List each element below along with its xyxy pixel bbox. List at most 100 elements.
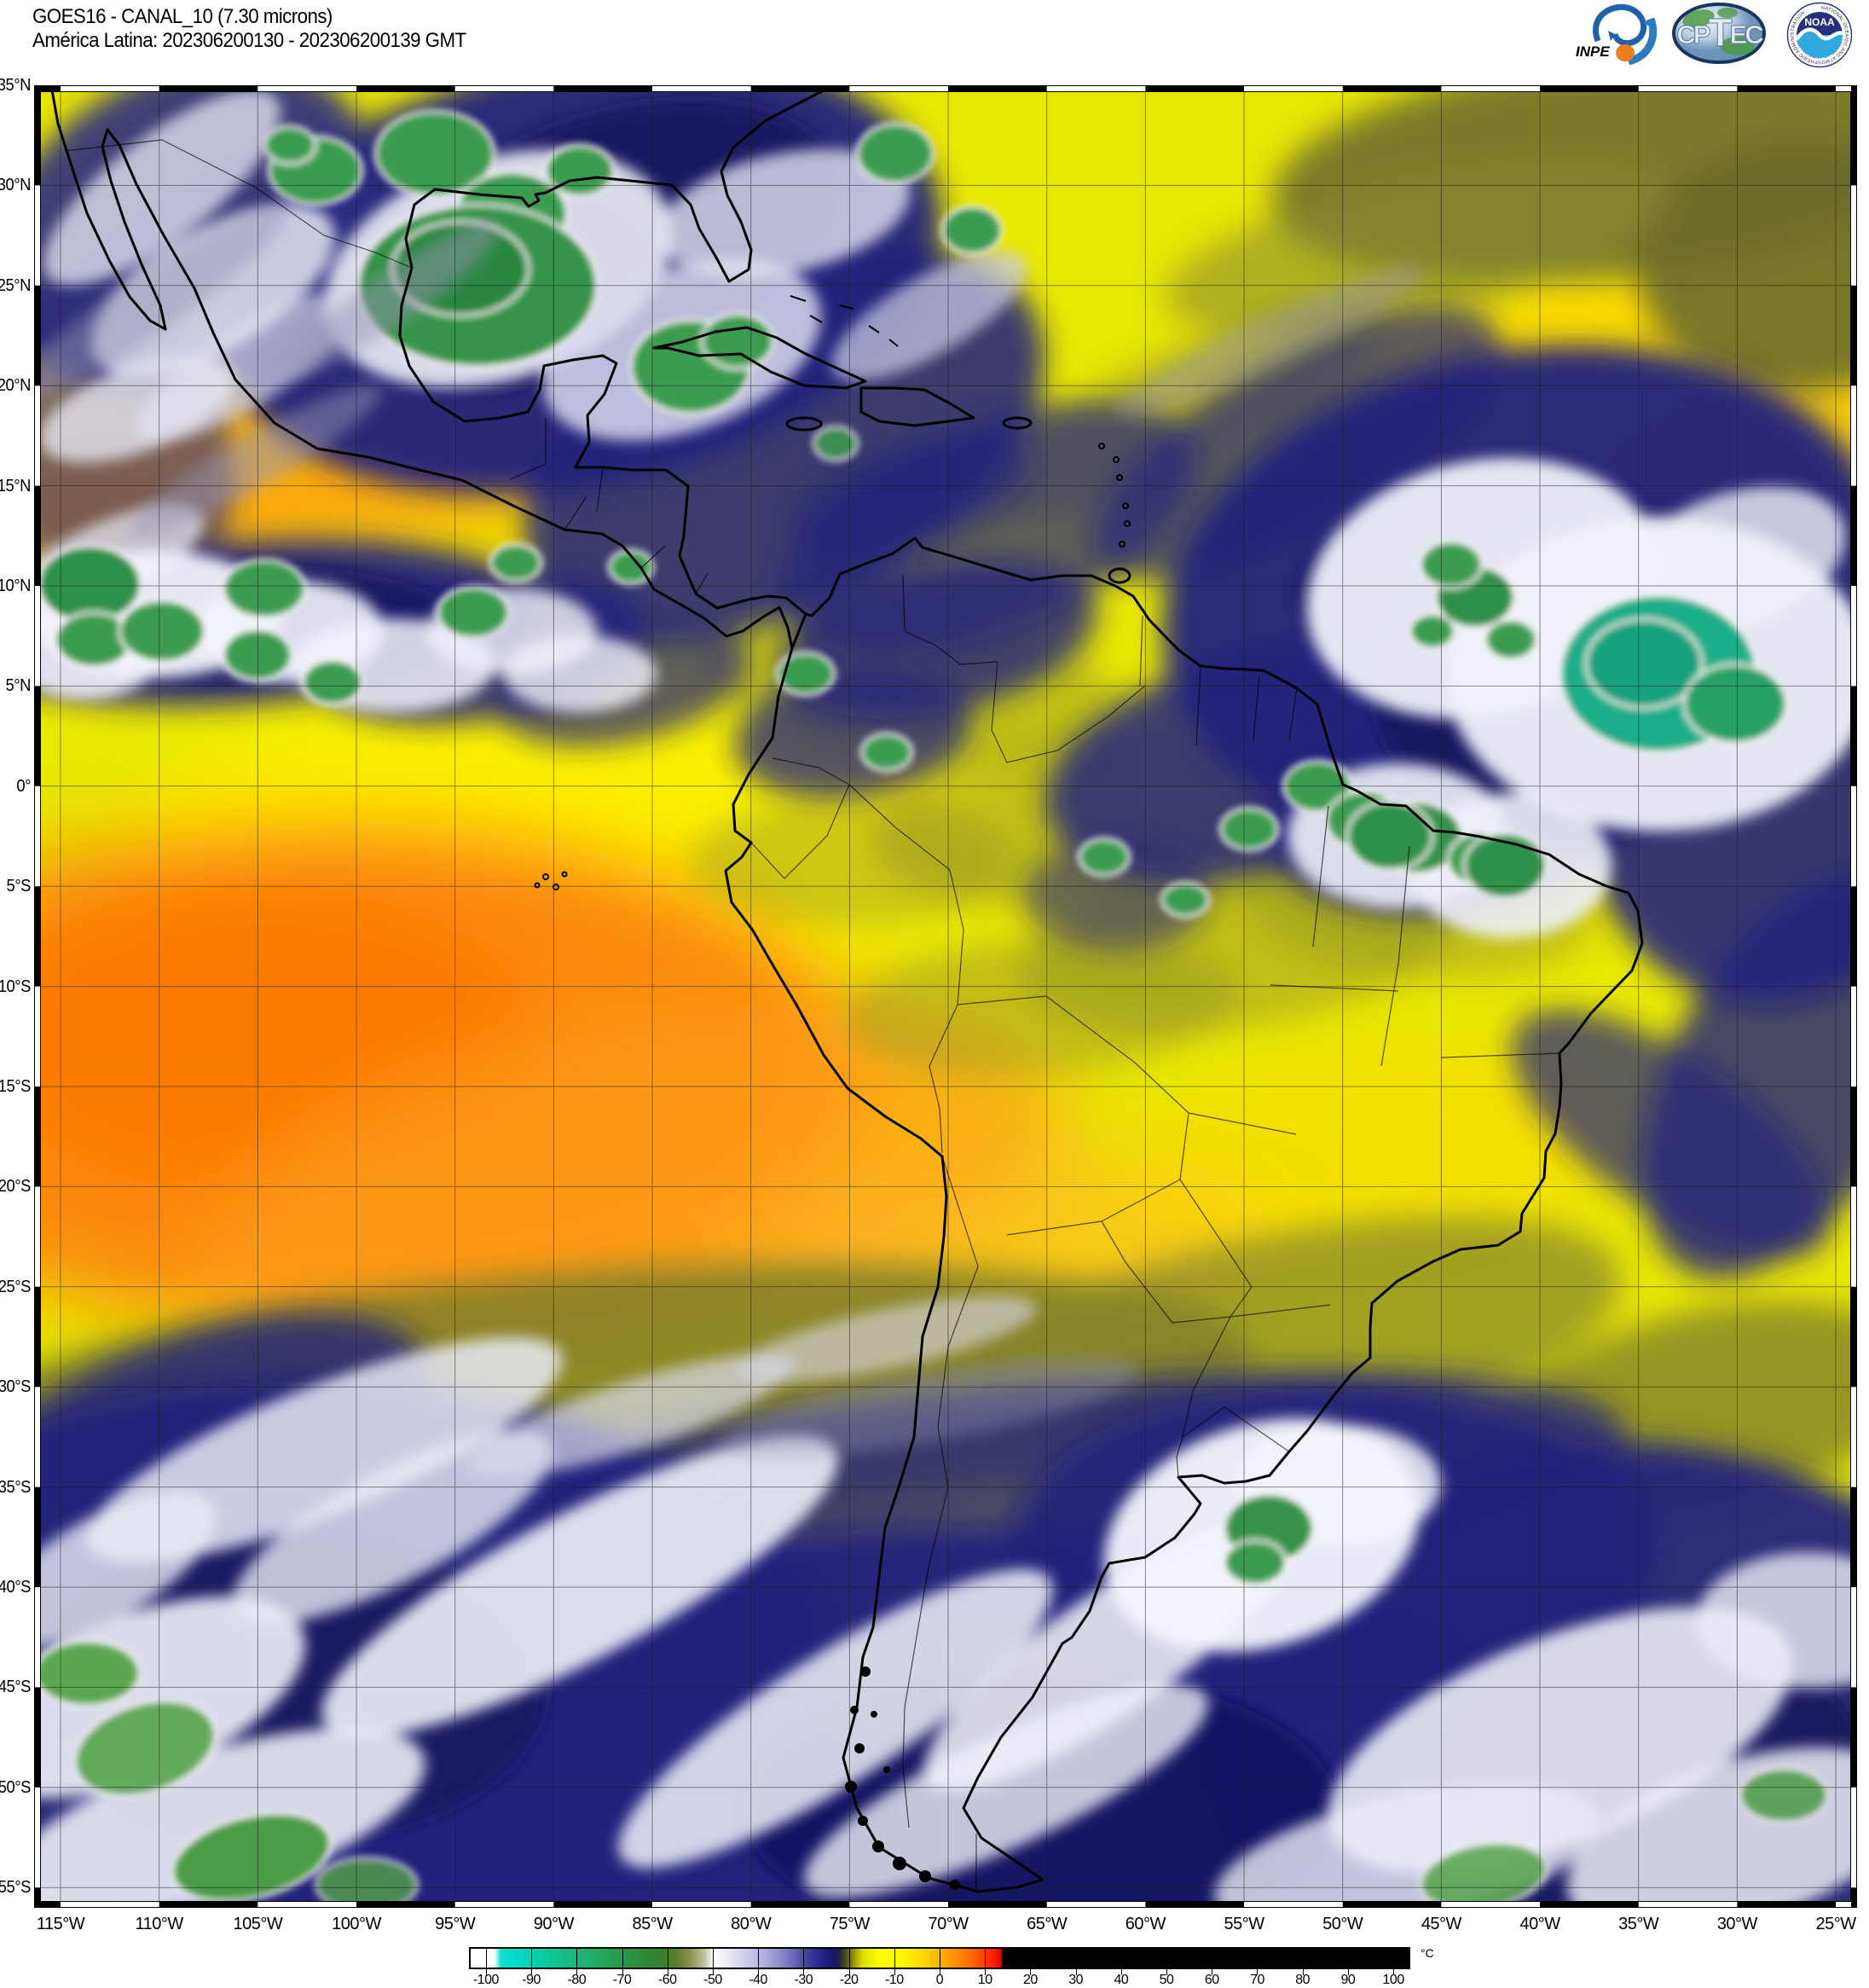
colorbar-tick-label: 70 xyxy=(1250,1973,1264,1987)
inpe-dot-icon xyxy=(1616,44,1635,61)
colorbar-tick xyxy=(758,1947,760,1975)
header: GOES16 - CANAL_10 (7.30 microns) América… xyxy=(32,5,499,53)
lon-label: 25°W xyxy=(1815,1915,1856,1933)
colorbar-tick-label: -100 xyxy=(472,1973,500,1987)
satellite-map xyxy=(34,85,1857,1908)
colorbar-tick xyxy=(1393,1947,1395,1975)
colorbar-tick xyxy=(803,1947,805,1975)
lat-label: 15°S xyxy=(0,1077,31,1096)
cptec-land2-icon xyxy=(1721,37,1755,55)
colorbar-tick-label: 50 xyxy=(1159,1973,1174,1987)
lat-label: 25°N xyxy=(0,275,31,295)
inpe-arrowhead-icon xyxy=(1608,31,1615,41)
coastlines xyxy=(49,85,1644,1893)
colorbar-tick xyxy=(576,1947,578,1975)
colorbar-tick-label: -60 xyxy=(657,1973,677,1987)
lon-label: 105°W xyxy=(233,1915,283,1933)
cptec-land3-icon xyxy=(1717,8,1738,18)
lon-label: 70°W xyxy=(928,1915,969,1933)
colorbar-tick xyxy=(1302,1947,1304,1975)
colorbar-tick-label: -70 xyxy=(612,1973,632,1987)
lat-label: 5°S xyxy=(6,877,32,896)
cptec-logo: CPTEC xyxy=(1672,3,1767,64)
colorbar-tick xyxy=(1257,1947,1259,1975)
inpe-logo: INPE xyxy=(1576,3,1658,65)
lat-label: 10°S xyxy=(0,977,31,996)
lon-label: 110°W xyxy=(135,1915,184,1933)
lon-label: 85°W xyxy=(632,1915,673,1933)
colorbar-tick xyxy=(1347,1947,1349,1975)
map-frame xyxy=(34,85,1857,1908)
colorbar-tick-label: -30 xyxy=(794,1973,813,1987)
lon-label: 90°W xyxy=(533,1915,575,1933)
colorbar-tick-label: -20 xyxy=(839,1973,859,1987)
lon-label: 115°W xyxy=(36,1915,85,1933)
lat-label: 30°N xyxy=(0,176,31,195)
colorbar-tick-label: 100 xyxy=(1382,1973,1405,1987)
lat-label: 45°S xyxy=(0,1678,31,1697)
colorbar-tick-label: -80 xyxy=(567,1973,587,1987)
colorbar-tick-label: 40 xyxy=(1114,1973,1129,1987)
colorbar-tick-label: 0 xyxy=(935,1973,944,1987)
inpe-swoosh2-icon xyxy=(1627,17,1658,65)
island-specks xyxy=(534,295,1131,890)
colorbar-tick xyxy=(985,1947,987,1975)
noaa-logo: NATIONAL OCEANIC AND ATMOSPHERIC ADMINIS… xyxy=(1785,2,1853,68)
colorbar-tick xyxy=(531,1947,533,1975)
lon-label: 75°W xyxy=(829,1915,871,1933)
cptec-land-icon xyxy=(1682,9,1715,28)
lat-label: 5°N xyxy=(5,676,31,696)
lat-label: 55°S xyxy=(0,1878,31,1898)
colorbar-tick-label: -90 xyxy=(522,1973,541,1987)
colorbar-tick-label: 20 xyxy=(1023,1973,1038,1987)
colorbar-tick xyxy=(894,1947,895,1975)
lon-label: 35°W xyxy=(1618,1915,1659,1933)
lat-label: 35°S xyxy=(0,1477,31,1497)
lat-label: 20°N xyxy=(0,376,31,396)
colorbar-tick xyxy=(1120,1947,1122,1975)
country-borders xyxy=(64,139,1560,1892)
page-subtitle: América Latina: 202306200130 - 202306200… xyxy=(32,29,466,52)
colorbar-tick-label: 90 xyxy=(1340,1973,1356,1987)
lat-label: 25°S xyxy=(0,1277,31,1296)
colorbar-tick-label: -50 xyxy=(703,1973,722,1987)
lon-label: 80°W xyxy=(731,1915,772,1933)
water-vapor-image xyxy=(34,85,1857,1908)
cptec-logo-text: CPTEC xyxy=(1676,10,1763,55)
colorbar-tick xyxy=(712,1947,714,1975)
graticule xyxy=(41,92,1850,1901)
colorbar-tick xyxy=(485,1947,487,1975)
noaa-seagull-icon xyxy=(1797,27,1843,42)
inpe-logo-text: INPE xyxy=(1576,43,1610,60)
lat-label: 0° xyxy=(16,776,31,796)
colorbar-tick xyxy=(1030,1947,1032,1975)
lat-label: 20°S xyxy=(0,1177,31,1197)
lon-label: 95°W xyxy=(435,1915,476,1933)
logo-strip: INPE CPTEC NATIONAL OCEANIC AND ATMOSPHE… xyxy=(1572,2,1866,68)
lat-label: 10°N xyxy=(0,577,31,595)
colorbar-tick-label: -10 xyxy=(884,1973,904,1987)
page-title: GOES16 - CANAL_10 (7.30 microns) xyxy=(32,5,333,28)
colorbar-tick xyxy=(1075,1947,1077,1975)
lat-label: 40°S xyxy=(0,1578,31,1597)
colorbar-unit: °C xyxy=(1421,1946,1434,1960)
colorbar-tick-label: 30 xyxy=(1068,1973,1084,1987)
fjord-texture xyxy=(845,1666,960,1890)
lon-label: 50°W xyxy=(1322,1915,1363,1933)
lon-label: 40°W xyxy=(1519,1915,1560,1933)
colorbar-tick-label: -40 xyxy=(749,1973,767,1987)
colorbar-tick-label: 10 xyxy=(977,1973,992,1987)
inpe-arrowhead2-icon xyxy=(1643,19,1653,29)
lat-label: 50°S xyxy=(0,1777,31,1797)
colorbar-tick xyxy=(1166,1947,1168,1975)
lon-label: 60°W xyxy=(1125,1915,1166,1933)
lat-label: 15°N xyxy=(0,476,31,496)
colorbar-tick xyxy=(848,1947,850,1975)
lon-label: 65°W xyxy=(1027,1915,1068,1933)
lat-label: 35°N xyxy=(0,76,31,95)
lat-label: 30°S xyxy=(0,1377,31,1397)
colorbar-tick-label: 60 xyxy=(1204,1973,1219,1987)
inpe-swoosh-icon xyxy=(1593,3,1647,47)
lon-label: 55°W xyxy=(1224,1915,1264,1933)
lon-label: 45°W xyxy=(1421,1915,1462,1933)
